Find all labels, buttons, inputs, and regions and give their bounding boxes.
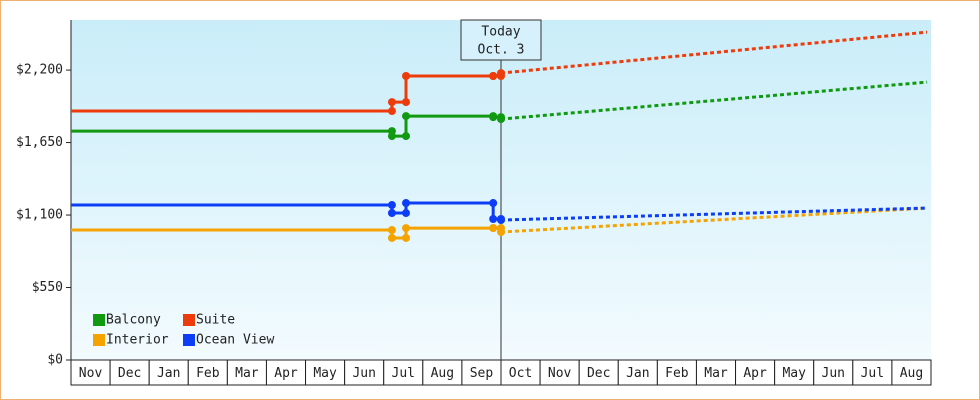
legend-swatch bbox=[93, 334, 105, 346]
x-tick-label: Jul bbox=[861, 366, 884, 381]
legend-label: Interior bbox=[106, 333, 169, 348]
month-cell bbox=[735, 359, 776, 386]
month-cell bbox=[344, 359, 385, 386]
point-marker bbox=[387, 132, 396, 141]
point-marker bbox=[489, 72, 498, 81]
month-cell bbox=[226, 359, 267, 386]
x-tick-label: May bbox=[782, 366, 806, 381]
x-tick-label: Jan bbox=[157, 366, 180, 381]
point-marker bbox=[402, 72, 411, 81]
point-marker bbox=[497, 228, 505, 237]
forecast-line bbox=[500, 206, 928, 234]
step-marker bbox=[402, 98, 411, 107]
x-tick-label: Jul bbox=[392, 366, 415, 381]
point-marker bbox=[497, 216, 505, 225]
x-tick-label: Sep bbox=[470, 366, 494, 381]
step-marker bbox=[402, 132, 411, 141]
x-tick-label: Oct bbox=[509, 366, 532, 381]
x-tick-label: Jun bbox=[352, 366, 375, 381]
point-marker bbox=[489, 224, 498, 233]
month-cell bbox=[617, 359, 658, 386]
legend-swatch bbox=[93, 314, 105, 326]
month-cell bbox=[813, 359, 854, 386]
x-tick-label: Apr bbox=[274, 366, 298, 381]
step-marker bbox=[402, 233, 411, 242]
point-marker bbox=[387, 233, 396, 242]
x-tick-label: Aug bbox=[431, 366, 454, 381]
x-tick-label: Nov bbox=[548, 366, 572, 381]
x-tick-label: Dec bbox=[587, 366, 610, 381]
x-tick-label: Mar bbox=[235, 366, 259, 381]
point-marker bbox=[387, 209, 396, 218]
legend-swatch bbox=[183, 334, 195, 346]
forecast-line bbox=[500, 206, 928, 222]
point-marker bbox=[489, 113, 498, 122]
legend-swatch bbox=[183, 314, 195, 326]
forecast-line bbox=[500, 80, 928, 121]
x-tick-label: Apr bbox=[743, 366, 767, 381]
month-cell bbox=[265, 359, 307, 386]
legend-label: Suite bbox=[196, 313, 235, 328]
point-marker bbox=[489, 214, 498, 223]
x-tick-label: Jun bbox=[822, 366, 845, 381]
y-tick-label: $1,100 bbox=[16, 208, 63, 223]
x-tick-label: Mar bbox=[704, 366, 728, 381]
step-marker bbox=[387, 201, 396, 210]
y-tick-label: $550 bbox=[32, 280, 63, 295]
step-marker bbox=[489, 199, 498, 208]
step-marker bbox=[387, 226, 396, 235]
step-marker bbox=[402, 209, 411, 218]
y-tick-label: $0 bbox=[47, 353, 63, 368]
x-tick-label: May bbox=[313, 366, 337, 381]
month-cell bbox=[774, 359, 815, 386]
x-tick-label: Aug bbox=[900, 366, 923, 381]
step-marker bbox=[387, 107, 396, 116]
point-marker bbox=[402, 224, 411, 233]
month-cell bbox=[695, 359, 737, 386]
x-tick-label: Nov bbox=[79, 366, 103, 381]
month-cell bbox=[305, 359, 346, 386]
month-cell bbox=[187, 359, 228, 386]
legend-label: Balcony bbox=[106, 313, 161, 328]
month-cell bbox=[70, 359, 111, 386]
y-tick-label: $2,200 bbox=[16, 63, 63, 78]
x-tick-label: Jan bbox=[626, 366, 649, 381]
month-cell bbox=[578, 359, 619, 386]
y-tick-label: $1,650 bbox=[16, 135, 63, 150]
today-box bbox=[460, 19, 542, 61]
forecast-line bbox=[500, 30, 928, 75]
point-marker bbox=[387, 98, 396, 107]
month-cell bbox=[539, 359, 580, 386]
month-cell bbox=[148, 359, 189, 386]
point-marker bbox=[402, 112, 411, 121]
point-marker bbox=[497, 115, 505, 124]
today-label: Oct. 3 bbox=[478, 43, 525, 58]
x-tick-label: Feb bbox=[665, 366, 689, 381]
today-label: Today bbox=[481, 25, 520, 40]
month-cell bbox=[422, 359, 463, 386]
x-tick-label: Feb bbox=[196, 366, 220, 381]
month-cell bbox=[109, 359, 150, 386]
x-tick-label: Dec bbox=[118, 366, 141, 381]
legend-label: Ocean View bbox=[196, 333, 274, 348]
month-cell bbox=[656, 359, 697, 386]
month-cell bbox=[383, 359, 424, 386]
month-cell bbox=[891, 359, 932, 386]
point-marker bbox=[402, 199, 411, 208]
point-marker bbox=[497, 69, 505, 78]
